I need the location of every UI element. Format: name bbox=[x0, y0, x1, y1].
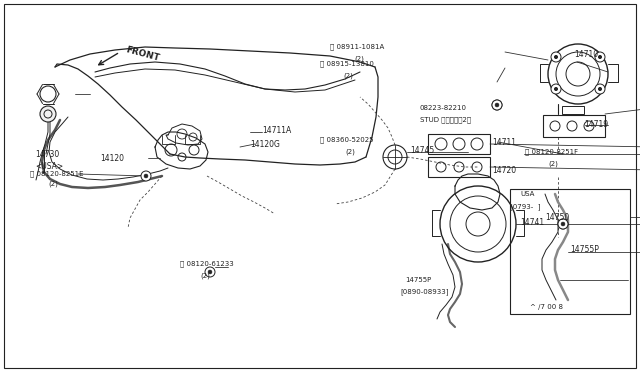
Text: Ⓢ 08360-52025: Ⓢ 08360-52025 bbox=[320, 137, 374, 143]
Circle shape bbox=[595, 52, 605, 62]
Circle shape bbox=[492, 100, 502, 110]
Bar bbox=[510, 189, 630, 314]
Circle shape bbox=[551, 84, 561, 94]
Circle shape bbox=[141, 171, 151, 181]
Circle shape bbox=[598, 87, 602, 90]
Text: (2): (2) bbox=[548, 161, 558, 167]
Circle shape bbox=[551, 52, 561, 62]
Text: (2): (2) bbox=[48, 181, 58, 187]
Text: 14710: 14710 bbox=[574, 49, 598, 58]
Text: Ⓑ 08120-61233: Ⓑ 08120-61233 bbox=[180, 261, 234, 267]
Circle shape bbox=[144, 174, 148, 178]
Circle shape bbox=[561, 222, 564, 225]
Text: 14755P: 14755P bbox=[405, 277, 431, 283]
Circle shape bbox=[561, 222, 564, 226]
Circle shape bbox=[495, 103, 499, 107]
Text: (2): (2) bbox=[345, 149, 355, 155]
Circle shape bbox=[492, 100, 502, 110]
Text: ^ /7 00 8: ^ /7 00 8 bbox=[530, 304, 563, 310]
Text: 14720: 14720 bbox=[492, 166, 516, 174]
Text: FRONT: FRONT bbox=[125, 45, 161, 63]
Text: STUD スタッド（2）: STUD スタッド（2） bbox=[420, 117, 471, 123]
Bar bbox=[543, 115, 605, 137]
Text: Ⓥ 08915-13810: Ⓥ 08915-13810 bbox=[320, 61, 374, 67]
Text: USA: USA bbox=[520, 191, 534, 197]
Bar bbox=[428, 134, 490, 154]
Text: 14750: 14750 bbox=[545, 212, 569, 221]
Circle shape bbox=[208, 270, 212, 274]
Text: 14755P: 14755P bbox=[570, 246, 599, 254]
Text: (2): (2) bbox=[354, 56, 364, 62]
Text: [0890-08933]: [0890-08933] bbox=[400, 289, 449, 295]
Text: 14120G: 14120G bbox=[250, 140, 280, 148]
Bar bbox=[562, 106, 584, 114]
Text: (2): (2) bbox=[200, 273, 210, 279]
Circle shape bbox=[595, 84, 605, 94]
Text: 14120: 14120 bbox=[100, 154, 124, 163]
Text: 14745: 14745 bbox=[410, 145, 435, 154]
Text: (2): (2) bbox=[343, 73, 353, 79]
Text: 14711A: 14711A bbox=[262, 125, 291, 135]
Text: Ⓑ 08120-8251F: Ⓑ 08120-8251F bbox=[525, 149, 578, 155]
Text: 14719: 14719 bbox=[584, 119, 608, 128]
Text: 14741: 14741 bbox=[520, 218, 544, 227]
Text: Ⓝ 08911-1081A: Ⓝ 08911-1081A bbox=[330, 44, 384, 50]
Text: <USA>: <USA> bbox=[35, 161, 63, 170]
Text: 14711: 14711 bbox=[492, 138, 516, 147]
Text: Ⓑ 08120-8251E: Ⓑ 08120-8251E bbox=[30, 171, 83, 177]
Circle shape bbox=[598, 55, 602, 58]
Circle shape bbox=[40, 106, 56, 122]
Text: [0793-  ]: [0793- ] bbox=[510, 203, 541, 211]
Circle shape bbox=[205, 267, 215, 277]
Text: 08223-82210: 08223-82210 bbox=[420, 105, 467, 111]
Bar bbox=[428, 157, 490, 177]
Circle shape bbox=[554, 55, 557, 58]
Text: 14730: 14730 bbox=[35, 150, 60, 158]
Circle shape bbox=[554, 87, 557, 90]
Circle shape bbox=[495, 103, 499, 106]
Circle shape bbox=[558, 219, 568, 229]
Circle shape bbox=[558, 219, 568, 229]
